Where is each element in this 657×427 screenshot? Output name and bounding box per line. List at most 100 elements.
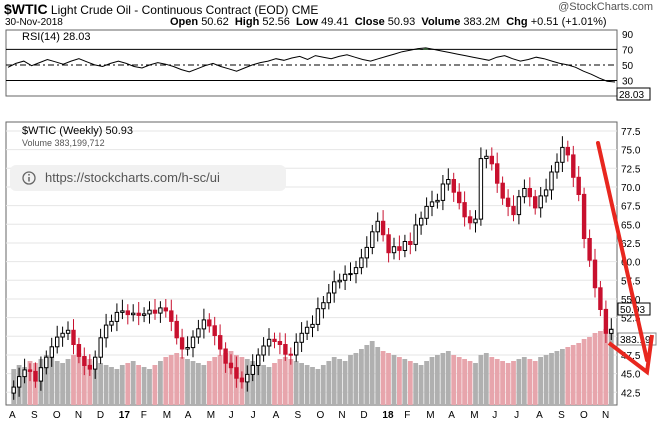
volume-bar bbox=[532, 361, 538, 405]
volume-bar bbox=[359, 349, 364, 405]
volume-bar bbox=[206, 361, 212, 405]
volume-bar bbox=[337, 359, 342, 405]
candle-body bbox=[495, 163, 500, 184]
x-axis-label: S bbox=[31, 410, 38, 421]
candle-body bbox=[114, 311, 120, 322]
volume-bar bbox=[467, 361, 473, 405]
candle-body bbox=[33, 370, 38, 382]
candle-body bbox=[55, 336, 60, 348]
x-axis-label: A bbox=[448, 410, 455, 421]
candle-body bbox=[147, 309, 152, 315]
candle-body bbox=[429, 201, 435, 207]
volume-bar bbox=[435, 355, 440, 405]
open-value: 50.62 bbox=[201, 16, 229, 28]
candle-body bbox=[533, 196, 538, 209]
candle-body bbox=[457, 191, 462, 204]
candle-body bbox=[179, 337, 185, 350]
volume-bar bbox=[255, 363, 261, 405]
volume-bar bbox=[54, 361, 60, 405]
candle-body bbox=[228, 362, 234, 369]
volume-bar bbox=[109, 367, 114, 405]
candle-body bbox=[505, 197, 511, 207]
volume-bar bbox=[543, 355, 549, 405]
candle-body bbox=[359, 257, 364, 269]
volume-bar bbox=[565, 347, 571, 405]
volume-bar bbox=[587, 337, 592, 405]
candle-body bbox=[158, 307, 163, 314]
volume-bar bbox=[114, 369, 120, 405]
candle-body bbox=[451, 179, 457, 193]
volume-bar bbox=[228, 351, 234, 405]
volume-bar bbox=[174, 353, 180, 405]
volume-bar bbox=[43, 355, 49, 405]
volume-bar bbox=[375, 347, 381, 405]
candle-body bbox=[174, 320, 179, 339]
close-label: Close bbox=[354, 16, 385, 28]
volume-bar bbox=[92, 361, 98, 405]
candle-body bbox=[522, 188, 527, 198]
candle-body bbox=[413, 224, 418, 245]
candle-body bbox=[391, 246, 397, 254]
candle-body bbox=[245, 373, 250, 383]
volume-bar bbox=[424, 361, 429, 405]
candle-body bbox=[435, 199, 440, 203]
candle-body bbox=[163, 307, 169, 312]
url-bar[interactable]: https://stockcharts.com/h-sc/ui bbox=[10, 165, 286, 191]
candle-body bbox=[375, 220, 380, 233]
candle-body bbox=[93, 356, 98, 370]
volume-bar bbox=[581, 339, 587, 405]
candle-body bbox=[44, 356, 49, 369]
candle-body bbox=[103, 324, 109, 339]
volume-bar bbox=[201, 365, 207, 405]
volume-bar bbox=[598, 331, 603, 405]
volume-bar bbox=[489, 357, 495, 405]
x-axis-label: N bbox=[602, 410, 609, 421]
volume-bar bbox=[380, 351, 386, 405]
volume-bar bbox=[413, 363, 419, 405]
candle-body bbox=[304, 326, 310, 334]
price-tick-label: 45.0 bbox=[621, 370, 641, 381]
candle-body bbox=[250, 364, 256, 375]
volume-bar bbox=[473, 363, 478, 405]
candle-body bbox=[554, 161, 560, 173]
candle-body bbox=[478, 158, 484, 220]
candle-body bbox=[516, 196, 522, 216]
volume-bar bbox=[196, 363, 201, 405]
candle-body bbox=[473, 218, 478, 224]
volume-bar bbox=[353, 353, 359, 405]
x-axis-label: O bbox=[317, 410, 325, 421]
rsi-line bbox=[7, 47, 616, 83]
price-tick-label: 70.0 bbox=[621, 183, 641, 194]
x-axis-label: N bbox=[338, 410, 345, 421]
candle-body bbox=[109, 320, 114, 326]
volume-bar bbox=[158, 361, 163, 405]
volume-bar bbox=[310, 367, 315, 405]
chg-value: +0.51 (+1.01%) bbox=[530, 16, 607, 28]
x-axis-label: N bbox=[75, 410, 82, 421]
candle-body bbox=[294, 341, 299, 356]
candle-body bbox=[196, 328, 201, 338]
candle-body bbox=[581, 193, 587, 239]
x-axis-label: A bbox=[185, 410, 192, 421]
candle-body bbox=[543, 189, 549, 197]
arrow-head bbox=[607, 334, 654, 376]
candle-body bbox=[592, 259, 598, 289]
x-axis-label: D bbox=[97, 410, 104, 421]
volume-bar bbox=[326, 361, 332, 405]
volume-bar bbox=[60, 363, 65, 405]
rsi-last-label: 28.03 bbox=[619, 90, 644, 101]
candle-body bbox=[364, 246, 370, 259]
candle-body bbox=[288, 353, 294, 356]
arrow-shaft bbox=[596, 141, 649, 362]
open-label: Open bbox=[170, 16, 199, 28]
candle-body bbox=[76, 344, 82, 357]
volume-bar bbox=[445, 351, 451, 405]
last-volume-box bbox=[617, 332, 657, 346]
volume-bar bbox=[483, 353, 489, 405]
volume-bar bbox=[168, 355, 174, 405]
candle-body bbox=[467, 216, 473, 224]
x-axis-label: M bbox=[163, 410, 171, 421]
candle-body bbox=[337, 279, 342, 283]
x-axis-label: M bbox=[426, 410, 434, 421]
candle-body bbox=[22, 369, 27, 378]
